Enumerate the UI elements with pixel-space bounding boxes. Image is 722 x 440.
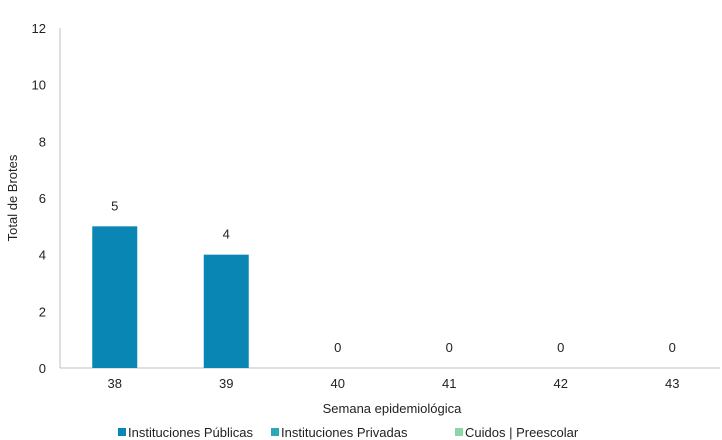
- x-tick-label: 41: [442, 376, 456, 391]
- legend-label: Instituciones Privadas: [281, 425, 408, 440]
- x-axis-ticks: 38 39 40 41 42 43: [108, 376, 680, 391]
- data-label: 4: [223, 227, 230, 242]
- bars: [92, 226, 249, 368]
- legend-label: Cuidos | Preescolar: [465, 425, 579, 440]
- x-axis-title: Semana epidemiológica: [323, 401, 463, 416]
- legend-swatch: [455, 428, 463, 436]
- data-label: 0: [669, 340, 676, 355]
- y-tick-label: 10: [32, 78, 46, 93]
- legend-item: Instituciones Privadas: [271, 425, 408, 440]
- y-tick-label: 8: [39, 134, 46, 149]
- y-tick-label: 6: [39, 191, 46, 206]
- legend-swatch: [271, 428, 279, 436]
- bar: [203, 254, 249, 368]
- data-labels: 5 4 0 0 0 0: [111, 198, 676, 355]
- data-label: 0: [446, 340, 453, 355]
- x-tick-label: 40: [331, 376, 345, 391]
- legend-label: Instituciones Públicas: [128, 425, 254, 440]
- x-tick-label: 38: [108, 376, 122, 391]
- data-label: 5: [111, 198, 118, 213]
- y-axis-title: Total de Brotes: [5, 154, 20, 241]
- x-tick-label: 42: [554, 376, 568, 391]
- legend-item: Cuidos | Preescolar: [455, 425, 579, 440]
- data-label: 0: [557, 340, 564, 355]
- y-tick-label: 4: [39, 248, 46, 263]
- y-tick-label: 0: [39, 361, 46, 376]
- data-label: 0: [334, 340, 341, 355]
- legend-item: Instituciones Públicas: [118, 425, 254, 440]
- bar: [92, 226, 138, 368]
- y-tick-label: 12: [32, 21, 46, 36]
- legend-swatch: [118, 428, 126, 436]
- x-tick-label: 43: [665, 376, 679, 391]
- legend: Instituciones Públicas Instituciones Priv…: [118, 425, 579, 440]
- x-tick-label: 39: [219, 376, 233, 391]
- y-tick-label: 2: [39, 304, 46, 319]
- y-axis-ticks: 0 2 4 6 8 10 12: [32, 21, 46, 376]
